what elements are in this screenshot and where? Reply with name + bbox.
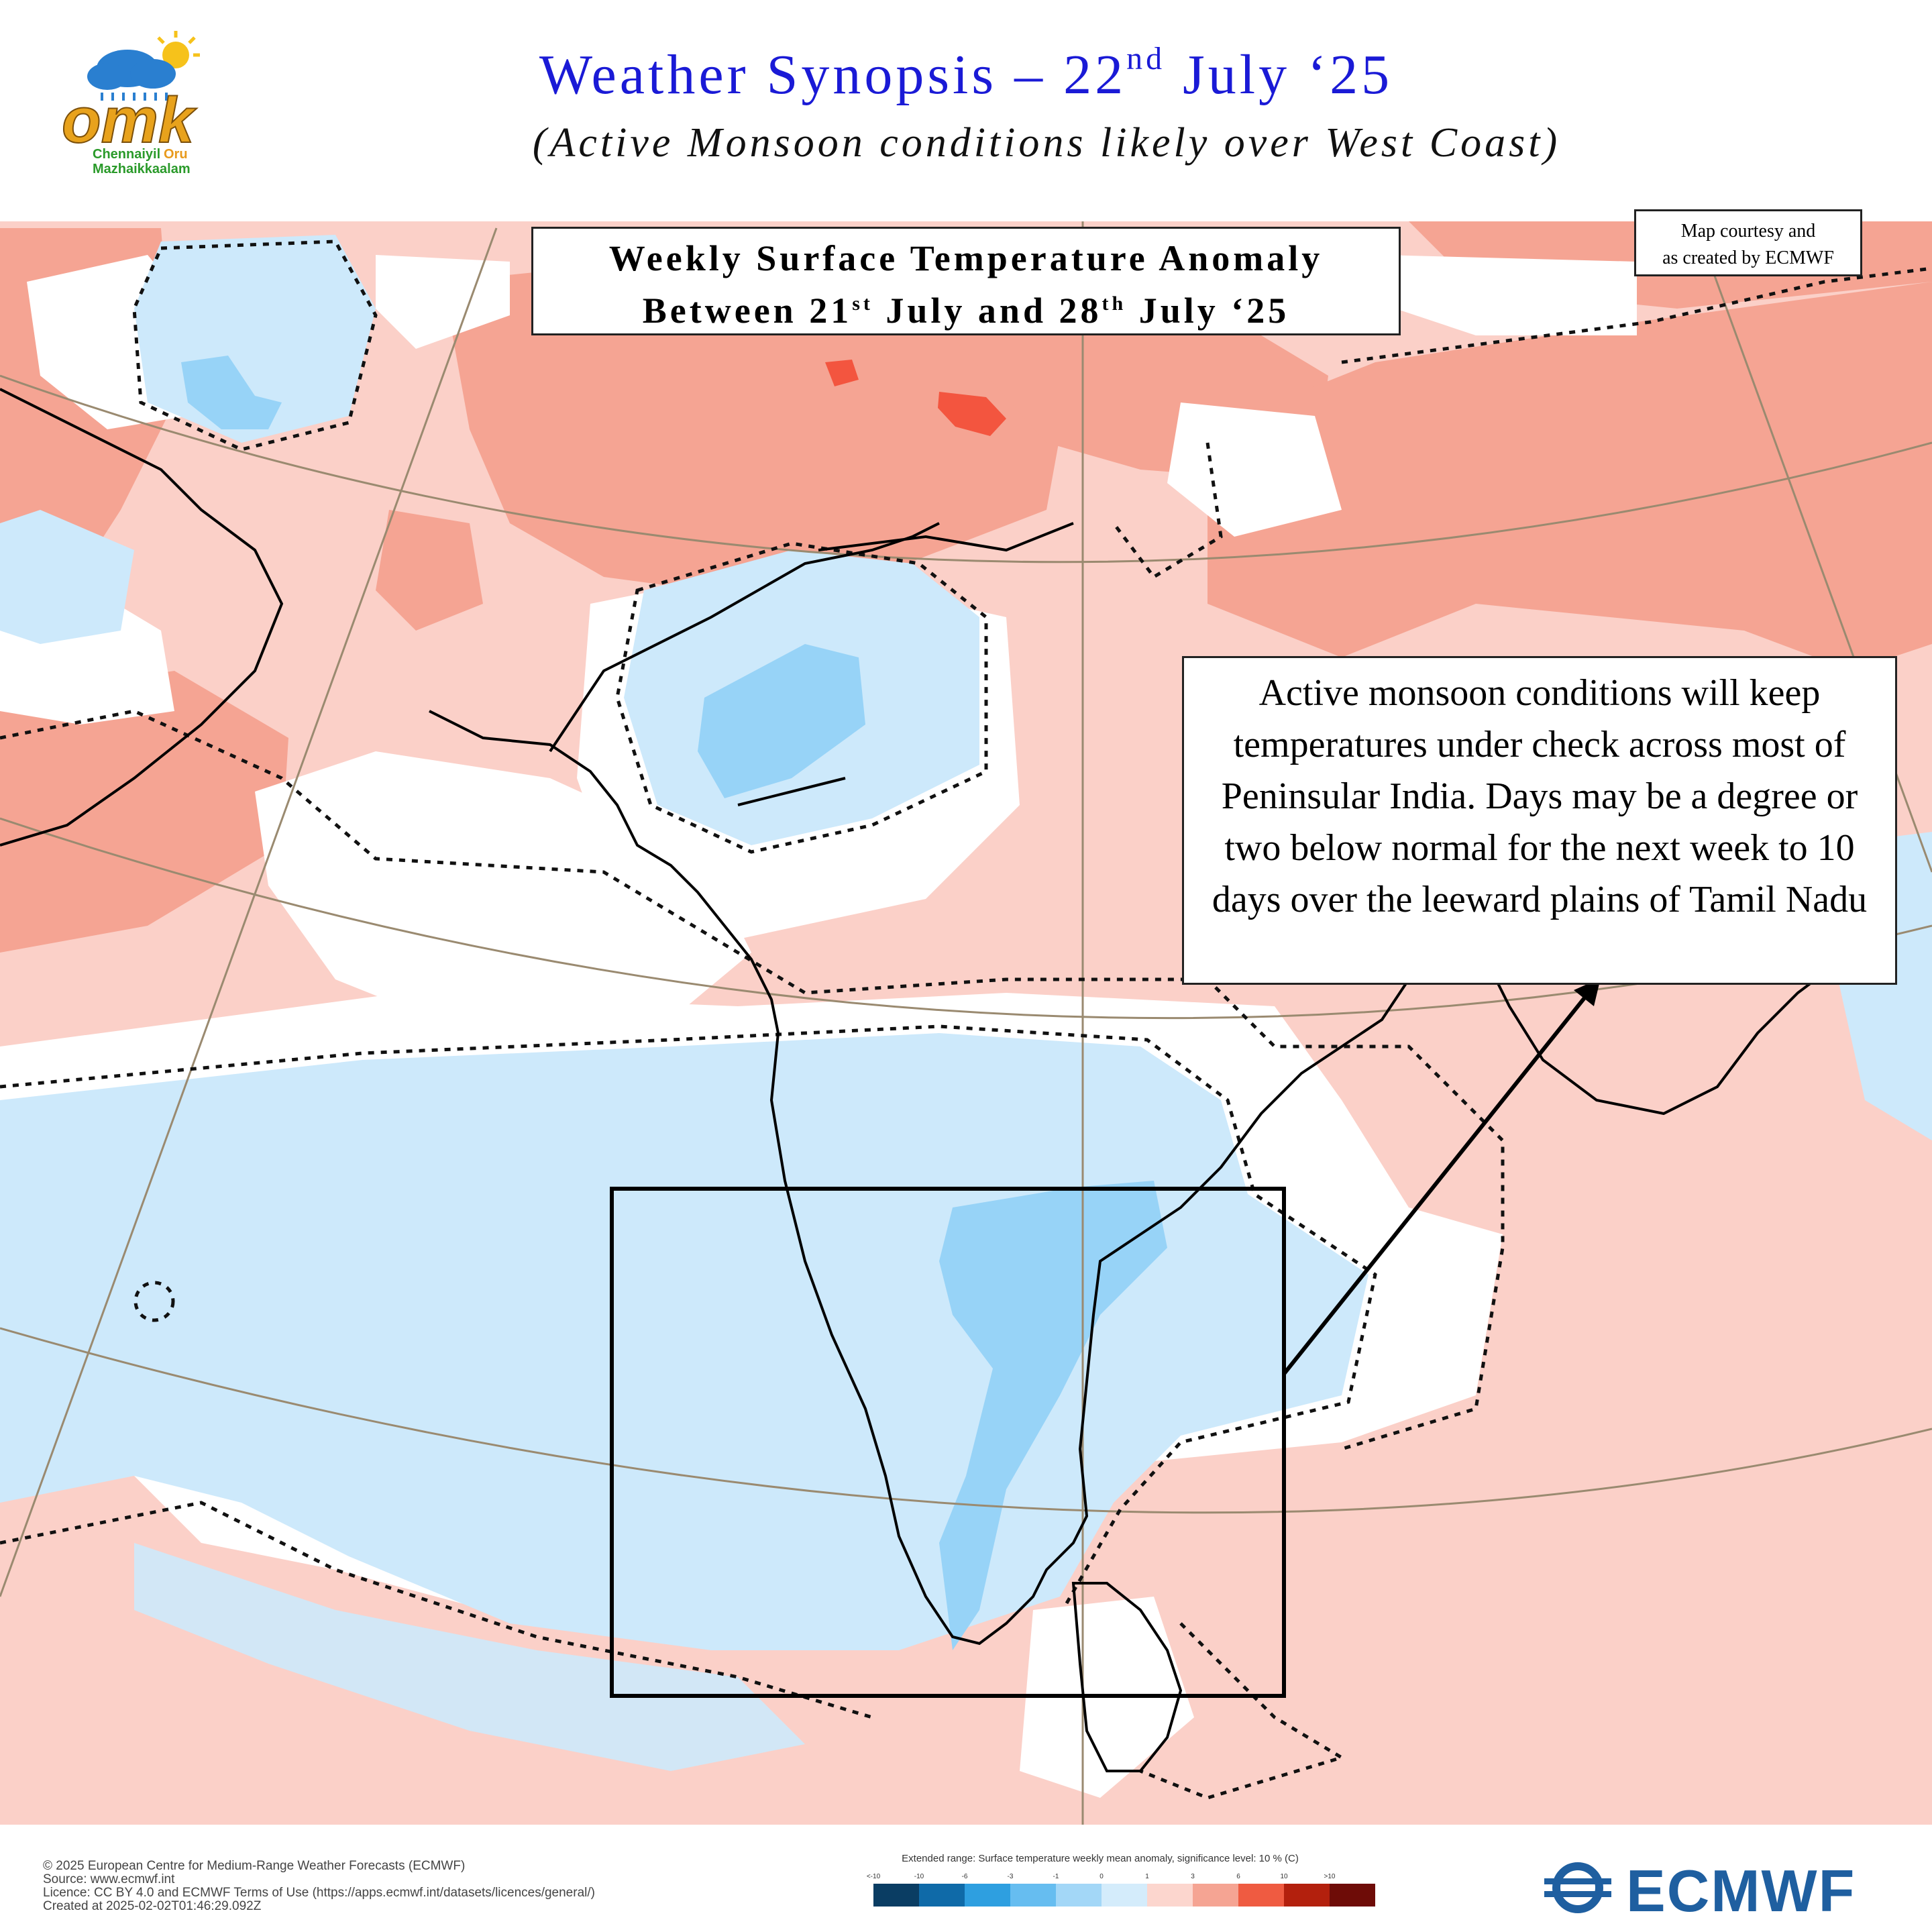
temperature-anomaly-map [0, 221, 1932, 1825]
footer-source: Source: www.ecmwf.int [43, 1872, 175, 1886]
ecmwf-logo-icon [1544, 1862, 1611, 1913]
logo-brand-letters: omk [62, 85, 197, 156]
legend-tick-label: -10 [914, 1873, 924, 1880]
legend-color-bin [1010, 1884, 1056, 1907]
legend-tick-label: -1 [1053, 1873, 1059, 1880]
legend-tick-label: 10 [1280, 1873, 1288, 1880]
legend-color-bin [1330, 1884, 1375, 1907]
cloud-icon [87, 50, 176, 90]
legend-tick-label: 1 [1145, 1873, 1149, 1880]
legend-color-bin [1147, 1884, 1193, 1907]
legend-color-bin [1238, 1884, 1284, 1907]
header: omk Chennaiyil Oru Mazhaikkaalam Weather… [0, 0, 1932, 221]
highlight-box [610, 1187, 1286, 1698]
legend-tick-label: -3 [1007, 1873, 1014, 1880]
legend-color-bin [1102, 1884, 1147, 1907]
legend-title: Extended range: Surface temperature week… [902, 1853, 1299, 1864]
page-title: Weather Synopsis – 22nd July ‘25 [539, 41, 1393, 106]
omk-logo: omk Chennaiyil Oru Mazhaikkaalam [46, 20, 200, 196]
logo-text-line2: Mazhaikkaalam [93, 162, 191, 176]
legend-color-bin [965, 1884, 1010, 1907]
legend-tick-label: >10 [1324, 1873, 1336, 1880]
legend-tick-label: 3 [1191, 1873, 1195, 1880]
courtesy-line2: as created by ECMWF [1662, 248, 1834, 268]
footer-copyright: © 2025 European Centre for Medium-Range … [43, 1859, 466, 1873]
legend-color-bin [919, 1884, 965, 1907]
logo-text-line1-a: Chennaiyil [93, 147, 160, 162]
courtesy-line1: Map courtesy and [1680, 221, 1816, 241]
warm-strong-areas [825, 360, 1006, 436]
legend-color-bin [873, 1884, 919, 1907]
ecmwf-logo-text: ECMWF [1626, 1858, 1856, 1924]
legend-tick-label: -6 [961, 1873, 968, 1880]
map-title-line1: Weekly Surface Temperature Anomaly [608, 238, 1324, 278]
map-title-line2: Between 21st July and 28th July ‘25 [642, 290, 1290, 331]
callout-box: Active monsoon conditions will keep temp… [1182, 656, 1897, 985]
page-subtitle: (Active Monsoon conditions likely over W… [532, 120, 1561, 166]
legend-tick-label: 0 [1099, 1873, 1104, 1880]
rain-icon [101, 93, 168, 101]
legend-color-bin [1193, 1884, 1238, 1907]
legend-color-bin [1284, 1884, 1330, 1907]
footer-licence: Licence: CC BY 4.0 and ECMWF Terms of Us… [43, 1886, 595, 1900]
callout-arrow [1282, 978, 1601, 1375]
courtesy-box: Map courtesy and as created by ECMWF [1634, 209, 1862, 276]
legend-color-bin [1056, 1884, 1102, 1907]
cool-mid-areas [181, 356, 1167, 1650]
logo-text-line1-b: Oru [164, 147, 188, 162]
footer-created: Created at 2025-02-02T01:46:29.092Z [43, 1899, 262, 1913]
legend-tick-label: 6 [1236, 1873, 1240, 1880]
sun-icon [157, 31, 200, 68]
legend-tick-label: <-10 [866, 1873, 881, 1880]
map-title-box: Weekly Surface Temperature Anomaly Betwe… [531, 227, 1401, 335]
